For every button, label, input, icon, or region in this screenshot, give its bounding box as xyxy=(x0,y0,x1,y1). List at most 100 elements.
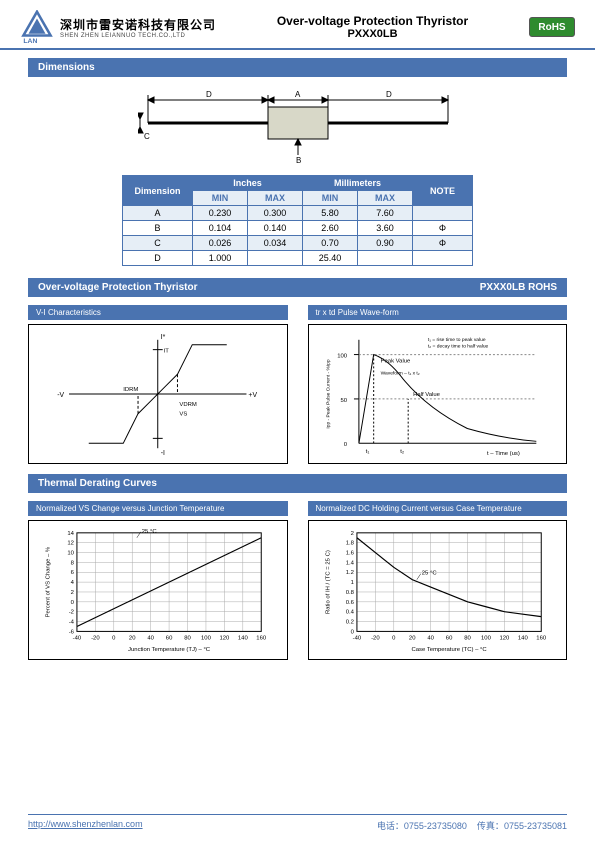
product-bar-right: PXXX0LB ROHS xyxy=(480,282,557,293)
table-row: B 0.104 0.140 2.60 3.60 Φ xyxy=(123,221,473,236)
svg-text:25 °C: 25 °C xyxy=(421,571,437,577)
svg-text:t – Time (us): t – Time (us) xyxy=(487,451,520,457)
pulse-chart-frame: 100 50 0 Ipp - Peak Pulse Current - %Ipp… xyxy=(308,324,568,464)
vi-chart: V-I Characteristics +V -V I* -I xyxy=(28,305,288,464)
svg-text:14: 14 xyxy=(67,531,74,537)
svg-text:Ratio of IH / (TC = 25 C): Ratio of IH / (TC = 25 C) xyxy=(325,550,331,614)
page-header: LAN 深圳市雷安诺科技有限公司 SHEN ZHEN LEIANNUO TECH… xyxy=(0,0,595,50)
company-name-en: SHEN ZHEN LEIANNUO TECH.CO.,LTD xyxy=(60,33,216,39)
title-block: Over-voltage Protection Thyristor PXXX0L… xyxy=(216,14,529,40)
svg-text:12: 12 xyxy=(67,541,74,547)
svg-text:I*: I* xyxy=(161,334,166,341)
svg-text:1.4: 1.4 xyxy=(345,560,354,566)
svg-text:2: 2 xyxy=(71,590,74,596)
rohs-badge-icon: RoHS xyxy=(529,17,575,37)
header-dimension: Dimension xyxy=(123,176,193,206)
doc-title: Over-voltage Protection Thyristor xyxy=(216,14,529,28)
vi-chart-frame: +V -V I* -I IDRM IT VDRM VS xyxy=(28,324,288,464)
svg-text:-20: -20 xyxy=(371,635,380,641)
header-note: NOTE xyxy=(413,176,473,206)
svg-text:-20: -20 xyxy=(91,635,100,641)
svg-text:D: D xyxy=(206,90,212,99)
table-row: D 1.000 25.40 xyxy=(123,251,473,266)
svg-text:-40: -40 xyxy=(73,635,82,641)
svg-text:50: 50 xyxy=(340,398,347,404)
svg-text:C: C xyxy=(144,132,150,141)
footer-url[interactable]: http://www.shenzhenlan.com xyxy=(28,819,143,832)
svg-text:140: 140 xyxy=(517,635,528,641)
dc-hold-svg: -40-2002040608010012014016000.20.40.60.8… xyxy=(309,521,567,659)
svg-text:2: 2 xyxy=(350,531,353,537)
product-section-bar: Over-voltage Protection Thyristor PXXX0L… xyxy=(28,278,567,297)
dc-hold-frame: -40-2002040608010012014016000.20.40.60.8… xyxy=(308,520,568,660)
subhead-in-max: MAX xyxy=(248,191,303,206)
dimensions-table: Dimension Inches Millimeters NOTE MIN MA… xyxy=(122,175,473,266)
svg-text:-6: -6 xyxy=(69,629,75,635)
svg-text:20: 20 xyxy=(129,635,136,641)
svg-text:VS: VS xyxy=(179,412,187,418)
svg-text:0.2: 0.2 xyxy=(345,620,353,626)
svg-text:0: 0 xyxy=(343,442,347,448)
subhead-mm-min: MIN xyxy=(303,191,358,206)
svg-text:8: 8 xyxy=(71,560,75,566)
page-footer: http://www.shenzhenlan.com 电话：0755-23735… xyxy=(28,814,567,832)
company-names: 深圳市雷安诺科技有限公司 SHEN ZHEN LEIANNUO TECH.CO.… xyxy=(60,16,216,39)
svg-text:t₁ = rise time to peak value: t₁ = rise time to peak value xyxy=(427,337,485,343)
svg-text:VDRM: VDRM xyxy=(179,402,196,408)
svg-text:A: A xyxy=(295,90,301,99)
logo-block: LAN 深圳市雷安诺科技有限公司 SHEN ZHEN LEIANNUO TECH… xyxy=(20,10,216,44)
svg-text:Junction Temperature (TJ) – °C: Junction Temperature (TJ) – °C xyxy=(128,647,211,653)
table-header-row: Dimension Inches Millimeters NOTE xyxy=(123,176,473,191)
svg-text:-I: -I xyxy=(161,450,165,457)
table-row: A 0.230 0.300 5.80 7.60 xyxy=(123,206,473,221)
svg-text:1.6: 1.6 xyxy=(345,551,354,557)
svg-text:LAN: LAN xyxy=(23,38,37,44)
vs-temp-chart: Normalized VS Change versus Junction Tem… xyxy=(28,501,288,660)
vs-temp-svg: -40-20020406080100120140160-6-4-20246810… xyxy=(29,521,287,659)
svg-text:140: 140 xyxy=(238,635,249,641)
svg-text:100: 100 xyxy=(337,354,348,360)
svg-text:80: 80 xyxy=(184,635,191,641)
svg-text:t₂: t₂ xyxy=(400,449,404,455)
dimensions-title: Dimensions xyxy=(38,62,95,73)
svg-text:0: 0 xyxy=(112,635,116,641)
svg-text:-40: -40 xyxy=(352,635,361,641)
svg-text:t₂ = decay time to half value: t₂ = decay time to half value xyxy=(427,344,488,350)
svg-text:100: 100 xyxy=(481,635,492,641)
svg-text:40: 40 xyxy=(147,635,154,641)
table-row: C 0.026 0.034 0.70 0.90 Φ xyxy=(123,236,473,251)
svg-text:B: B xyxy=(296,156,301,165)
svg-text:6: 6 xyxy=(71,570,75,576)
dc-hold-chart: Normalized DC Holding Current versus Cas… xyxy=(308,501,568,660)
svg-text:IT: IT xyxy=(164,349,170,355)
product-bar-left: Over-voltage Protection Thyristor xyxy=(38,282,197,293)
svg-text:-2: -2 xyxy=(69,610,74,616)
svg-text:4: 4 xyxy=(71,580,75,586)
svg-text:160: 160 xyxy=(536,635,547,641)
svg-text:1.2: 1.2 xyxy=(345,570,353,576)
svg-text:Ipp - Peak Pulse Current - %Ip: Ipp - Peak Pulse Current - %Ipp xyxy=(325,359,331,429)
vs-temp-title: Normalized VS Change versus Junction Tem… xyxy=(28,501,288,516)
vs-temp-frame: -40-20020406080100120140160-6-4-20246810… xyxy=(28,520,288,660)
subhead-in-min: MIN xyxy=(193,191,248,206)
svg-text:Peak Value: Peak Value xyxy=(380,358,410,364)
svg-text:120: 120 xyxy=(499,635,510,641)
svg-text:25 °C: 25 °C xyxy=(142,529,158,535)
dimensions-section-bar: Dimensions xyxy=(28,58,567,77)
svg-text:160: 160 xyxy=(256,635,267,641)
content: Dimensions xyxy=(0,50,595,660)
svg-text:Half Value: Half Value xyxy=(413,392,441,398)
svg-text:t₁: t₁ xyxy=(365,449,369,455)
thermal-title: Thermal Derating Curves xyxy=(38,478,157,489)
thermal-section-bar: Thermal Derating Curves xyxy=(28,474,567,493)
company-logo-icon: LAN xyxy=(20,10,54,44)
pulse-chart: tr x td Pulse Wave-form 100 xyxy=(308,305,568,464)
dimension-drawing-icon: D A D C B xyxy=(138,85,458,165)
dc-hold-title: Normalized DC Holding Current versus Cas… xyxy=(308,501,568,516)
svg-text:Waveform – t₁ x t₂: Waveform – t₁ x t₂ xyxy=(380,370,419,376)
footer-contact: 电话：0755-23735080 传真：0755-23735081 xyxy=(377,819,567,832)
thermal-row: Normalized VS Change versus Junction Tem… xyxy=(28,501,567,660)
header-mm: Millimeters xyxy=(303,176,413,191)
header-inches: Inches xyxy=(193,176,303,191)
svg-text:0.4: 0.4 xyxy=(345,610,354,616)
